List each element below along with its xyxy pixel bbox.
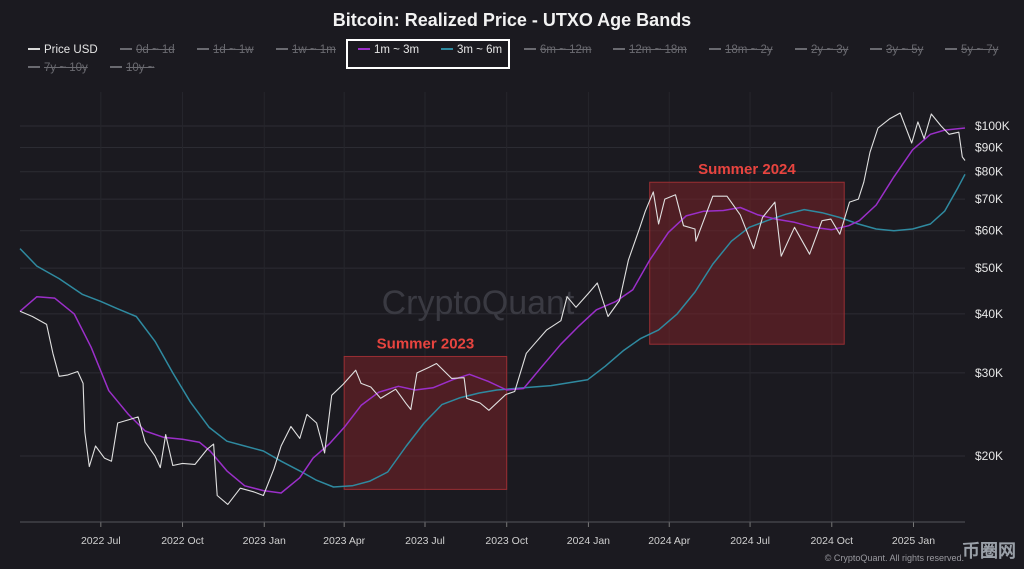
legend-swatch [197, 47, 209, 50]
x-tick-label: 2024 Apr [648, 535, 691, 547]
x-tick-label: 2022 Oct [161, 535, 204, 547]
legend-highlight-box [346, 39, 510, 69]
legend-swatch [613, 47, 625, 50]
legend-label: 10y ~ [126, 62, 155, 74]
y-tick-label: $90K [975, 141, 1003, 155]
legend-swatch [110, 65, 122, 68]
legend-item[interactable]: 1w ~ 1m [276, 44, 336, 56]
x-tick-label: 2024 Jan [567, 535, 610, 547]
legend-item[interactable]: 1d ~ 1w [197, 44, 254, 56]
legend-item[interactable]: 7y ~ 10y [28, 62, 88, 74]
x-tick-label: 2024 Jul [730, 535, 770, 547]
legend-label: 0d ~ 1d [136, 44, 175, 56]
y-tick-label: $100K [975, 119, 1010, 133]
annotation-box [343, 355, 508, 490]
x-tick-label: 2022 Jul [81, 535, 121, 547]
legend-item[interactable]: Price USD [28, 44, 98, 56]
legend-item[interactable]: 12m ~ 18m [613, 44, 687, 56]
annotation-label: Summer 2023 [377, 335, 475, 352]
watermark-text: CryptoQuant [382, 284, 575, 322]
x-tick-label: 2024 Oct [810, 535, 853, 547]
legend-item[interactable]: 3m ~ 6m [441, 44, 502, 56]
x-tick-label: 2023 Jan [243, 535, 286, 547]
legend-item[interactable]: 18m ~ 2y [709, 44, 773, 56]
legend-swatch [120, 47, 132, 50]
x-tick-label: 2023 Apr [323, 535, 366, 547]
x-tick-label: 2023 Oct [485, 535, 528, 547]
annotation-label: Summer 2024 [698, 161, 796, 178]
legend-label: 1w ~ 1m [292, 44, 336, 56]
series-line-1m-3m [19, 127, 966, 494]
legend-label: 5y ~ 7y [961, 44, 999, 56]
legend-swatch [358, 47, 370, 50]
legend-item[interactable]: 5y ~ 7y [945, 44, 998, 56]
site-logo: 币圈网 [962, 541, 1016, 561]
legend-item[interactable]: 1m ~ 3m [358, 44, 419, 56]
legend-label: 6m ~ 12m [540, 44, 592, 56]
x-tick-label: 2025 Jan [892, 535, 935, 547]
annotation-layer: Summer 2023 Summer 2024 [343, 161, 845, 490]
legend-swatch [524, 47, 536, 50]
legend-label: 1d ~ 1w [213, 44, 254, 56]
legend-swatch [28, 65, 40, 68]
legend-item[interactable]: 3y ~ 5y [870, 44, 923, 56]
axis-layer: $20K $30K $40K $50K $60K $70K $80K $90K $100K 202… [20, 119, 1010, 547]
y-tick-label: $50K [975, 261, 1003, 275]
y-tick-label: $30K [975, 366, 1003, 380]
chart-title: Bitcoin: Realized Price - UTXO Age Bands [332, 10, 692, 30]
series-layer [19, 112, 966, 505]
legend-label: 7y ~ 10y [44, 62, 88, 74]
y-tick-label: $20K [975, 449, 1003, 463]
y-tick-label: $60K [975, 224, 1003, 238]
legend-swatch [276, 47, 288, 50]
annotation-box [649, 181, 845, 345]
legend-swatch [28, 47, 40, 50]
legend-item[interactable]: 2y ~ 3y [795, 44, 848, 56]
legend-swatch [795, 47, 807, 50]
legend-item[interactable]: 6m ~ 12m [524, 44, 591, 56]
legend-item[interactable]: 0d ~ 1d [120, 44, 175, 56]
footer-credit: © CryptoQuant. All rights reserved. [824, 553, 964, 563]
legend-label: 18m ~ 2y [725, 44, 773, 56]
legend-swatch [441, 47, 453, 50]
legend-label: 2y ~ 3y [811, 44, 849, 56]
legend-label: 1m ~ 3m [374, 44, 420, 56]
y-tick-label: $40K [975, 307, 1003, 321]
legend-swatch [870, 47, 882, 50]
legend-swatch [709, 47, 721, 50]
y-tick-label: $80K [975, 165, 1003, 179]
y-tick-label: $70K [975, 192, 1003, 206]
legend-label: 3m ~ 6m [457, 44, 503, 56]
legend-label: Price USD [44, 44, 98, 56]
series-line-price-usd [19, 112, 966, 505]
legend-label: 3y ~ 5y [886, 44, 924, 56]
legend-swatch [945, 47, 957, 50]
legend-item[interactable]: 10y ~ [110, 62, 154, 74]
x-tick-label: 2023 Jul [405, 535, 445, 547]
legend-label: 12m ~ 18m [629, 44, 687, 56]
